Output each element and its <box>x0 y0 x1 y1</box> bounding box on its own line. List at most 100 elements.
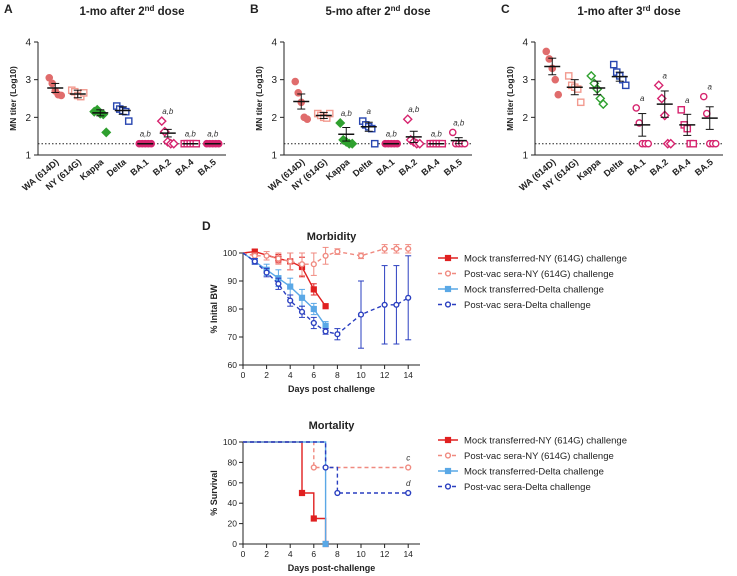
data-point <box>251 258 258 265</box>
y-tick-label: 90 <box>228 276 238 286</box>
data-point <box>405 489 412 497</box>
data-point <box>57 91 66 100</box>
y-tick-label: 4 <box>25 38 31 49</box>
data-point <box>598 99 609 110</box>
panel-c: C 1-mo after 3rd dose 1 2 3 4 MN titer (Log10)… <box>501 2 723 193</box>
data-point <box>298 308 306 315</box>
panel-title: 1-mo after 3rd dose <box>577 4 680 18</box>
legend-label: Mock transferred-Delta challenge <box>464 467 604 478</box>
category-label: BA.5 <box>693 157 715 178</box>
data-point <box>334 331 341 338</box>
x-tick-label: 6 <box>311 370 316 380</box>
significance-label: a,b <box>207 130 219 139</box>
category-label: BA.5 <box>442 157 464 178</box>
data-point <box>402 114 413 125</box>
data-point <box>393 245 400 252</box>
y-tick-label: 1 <box>25 151 31 162</box>
y-tick-label: 0 <box>232 539 237 549</box>
y-axis-label: MN titer (Log10) <box>505 66 515 131</box>
y-tick-label: 40 <box>228 498 238 508</box>
panel-d-mortality: Mortality 0 20 40 60 80 100 0 2 4 6 8 10 12 14 Days pos… <box>209 420 627 573</box>
category-label: BA.4 <box>419 157 441 178</box>
data-point <box>322 303 329 310</box>
data-point <box>322 322 329 329</box>
x-tick-label: 8 <box>335 549 340 559</box>
y-tick-label: 3 <box>271 75 277 86</box>
category-label: BA.2 <box>648 157 670 178</box>
legend-marker <box>444 270 452 277</box>
data-point <box>677 105 686 114</box>
data-point <box>298 489 306 497</box>
x-tick-label: 6 <box>311 549 316 559</box>
data-point <box>370 139 379 148</box>
data-point <box>405 294 412 301</box>
title-tail: dose <box>400 6 430 18</box>
category-label: BA.1 <box>128 157 150 178</box>
x-tick-label: 10 <box>356 549 366 559</box>
panel-title: Morbidity <box>307 231 357 243</box>
data-point <box>45 73 54 82</box>
x-tick-label: 12 <box>380 549 390 559</box>
x-tick-label: 2 <box>264 370 269 380</box>
significance-label: a <box>663 71 668 80</box>
category-label: Kappa <box>575 156 603 182</box>
x-tick-label: 4 <box>288 370 293 380</box>
data-point <box>275 255 282 262</box>
series-1: Post-vac sera-NY (614G) challenge <box>242 244 614 280</box>
y-axis-label: % Survival <box>209 470 219 516</box>
legend-marker <box>444 301 452 308</box>
legend-marker <box>444 254 452 262</box>
y-tick-label: 70 <box>228 332 238 342</box>
data-point <box>310 286 317 293</box>
data-point <box>124 117 133 125</box>
x-tick-label: 14 <box>403 370 413 380</box>
data-point <box>357 311 365 318</box>
title-superscript: rd <box>643 4 651 13</box>
legend-marker <box>444 452 452 459</box>
category-label: Delta <box>351 156 375 178</box>
x-tick-label: 10 <box>356 370 366 380</box>
y-axis-label: MN titer (Log10) <box>8 66 18 131</box>
y-tick-label: 4 <box>522 38 528 49</box>
data-point <box>294 89 303 97</box>
data-point <box>310 261 317 268</box>
legend-label: Post-vac sera-Delta challenge <box>464 300 591 311</box>
series-line <box>243 441 409 494</box>
y-tick-label: 4 <box>271 38 277 49</box>
legend-label: Post-vac sera-NY (614G) challenge <box>464 269 614 280</box>
data-point <box>699 92 708 101</box>
panel-b: B 5-mo after 2nd dose 1 2 3 4 MN titer (Log10)… <box>250 2 472 193</box>
y-tick-label: 2 <box>25 113 31 124</box>
data-point <box>101 127 112 138</box>
category-label: Kappa <box>324 156 352 182</box>
data-point <box>263 269 270 276</box>
y-axis-label: MN titer (Log10) <box>254 66 264 131</box>
data-point <box>381 301 388 308</box>
panel-title: Mortality <box>309 420 356 432</box>
data-point <box>405 245 412 252</box>
data-point <box>621 81 630 90</box>
y-tick-label: 3 <box>522 75 528 86</box>
data-point <box>291 77 300 86</box>
y-tick-label: 80 <box>228 304 238 314</box>
data-point <box>287 283 294 290</box>
category-label: BA.1 <box>625 157 647 178</box>
data-point <box>310 305 317 313</box>
data-point <box>287 258 294 265</box>
data-point <box>711 139 720 148</box>
panel-letter: C <box>501 2 510 16</box>
significance-label: a,b <box>140 130 152 139</box>
data-point <box>303 115 312 124</box>
y-tick-label: 60 <box>228 478 238 488</box>
significance-label: a,b <box>453 118 465 127</box>
category-label: BA.5 <box>196 157 218 178</box>
y-tick-label: 20 <box>228 519 238 529</box>
data-point <box>322 252 329 259</box>
data-point <box>310 319 317 327</box>
data-point <box>632 104 641 112</box>
legend-label: Post-vac sera-NY (614G) challenge <box>464 451 614 462</box>
legend-label: Post-vac sera-Delta challenge <box>464 482 591 493</box>
panel-letter: A <box>4 2 13 16</box>
x-tick-label: 14 <box>403 549 413 559</box>
significance-label: a <box>685 96 690 105</box>
